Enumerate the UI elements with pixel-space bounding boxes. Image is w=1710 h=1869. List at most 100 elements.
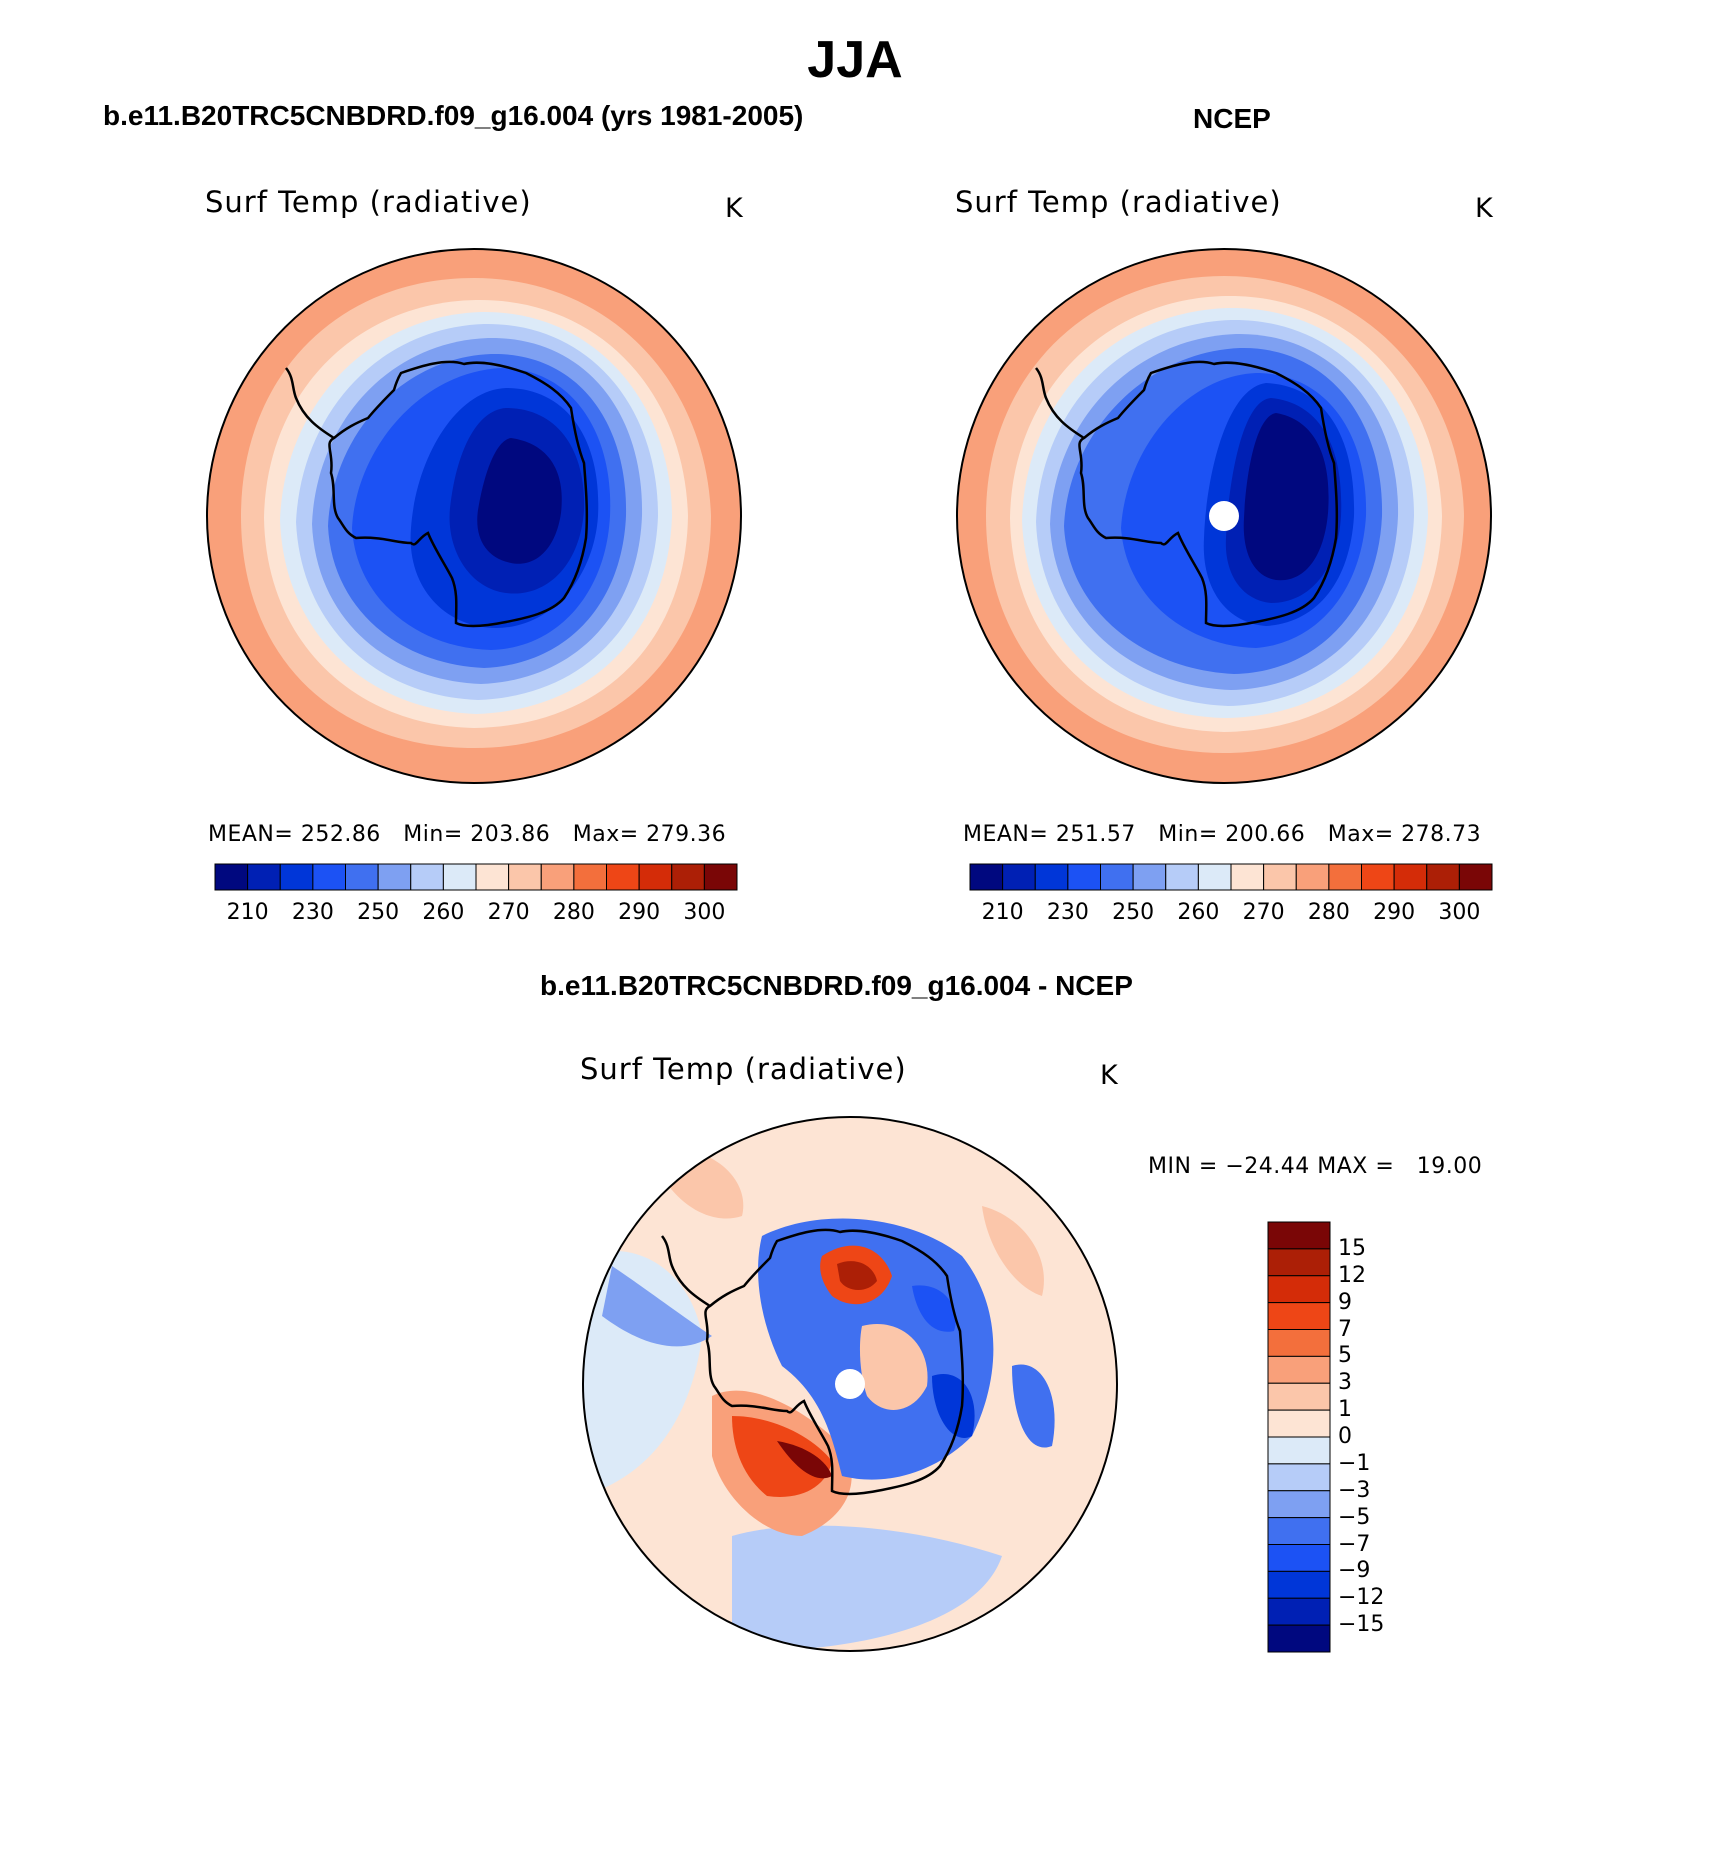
difference-colorbar-labels: 15 12 9 7 5 3 1 0 −1 −3 −5 −7 −9 −12 −15 [1338,1222,1418,1654]
ncep-colorbar-tick-label: 300 [1438,900,1481,925]
ncep-units-label: K [1475,193,1493,224]
model-max-label: Max= [572,822,639,847]
difference-polar-map [582,1116,1118,1652]
difference-colorbar-box [1267,1221,1331,1250]
difference-colorbar-box [1267,1544,1331,1572]
model-colorbar-tick-label: 250 [357,900,400,925]
ncep-variable-label: Surf Temp (radiative) [955,185,1282,219]
difference-colorbar [1267,1221,1331,1653]
ncep-colorbar-tick-label: 230 [1046,900,1089,925]
ncep-colorbar-box [1100,863,1134,891]
model-colorbar-tick-label: 260 [422,900,465,925]
ncep-panel-header: NCEP [1193,103,1271,134]
model-colorbar-box [214,863,249,891]
difference-colorbar-box [1267,1597,1331,1626]
model-peninsula [284,367,335,440]
ncep-polar-map [956,248,1492,784]
ncep-colorbar-tick-label: 250 [1112,900,1155,925]
ncep-contour-band [1243,413,1329,581]
model-colorbar-box [279,863,314,891]
model-colorbar-tick-label: 300 [683,900,726,925]
ncep-colorbar-box [1263,863,1297,891]
difference-colorbar-box [1267,1248,1331,1277]
ncep-mean-value: 251.57 [1055,822,1136,847]
difference-colorbar-tick-label: 12 [1338,1262,1366,1288]
ncep-colorbar-box [1165,863,1199,891]
model-colorbar-box [671,863,705,891]
difference-colorbar-box [1267,1302,1331,1330]
difference-colorbar-box [1267,1490,1331,1519]
difference-units-label: K [1100,1060,1118,1091]
model-map-border [206,248,742,784]
difference-colorbar-tick-label: −1 [1338,1450,1371,1476]
ncep-pole-mask [1209,501,1239,531]
ncep-max-label: Max= [1327,822,1394,847]
model-colorbar-tick-label: 230 [291,900,334,925]
difference-colorbar-box [1267,1463,1331,1492]
model-colorbar-box [377,863,412,891]
diff-region [982,1206,1044,1296]
difference-colorbar-box [1267,1329,1331,1357]
model-colorbar-box [508,863,542,891]
diff-region [602,1266,712,1347]
figure-title: JJA [807,31,903,89]
difference-colorbar-tick-label: 0 [1338,1424,1352,1449]
diff-region [912,1285,956,1332]
ncep-colorbar-tick-label: 290 [1373,900,1416,925]
ncep-colorbar-box [1426,863,1460,891]
diff-region [932,1374,975,1438]
model-colorbar-tick-label: 270 [487,900,530,925]
ncep-map-border [956,248,1492,784]
model-colorbar-tick-label: 210 [226,900,269,925]
ncep-colorbar-box [1295,863,1330,891]
ncep-colorbar-box [1197,863,1232,891]
ncep-colorbar-box [1132,863,1167,891]
model-colorbar-box [540,863,575,891]
model-colorbar-box [606,863,640,891]
ncep-colorbar-box [1393,863,1428,891]
difference-colorbar-tick-label: 1 [1338,1397,1352,1423]
model-mean-value: 252.86 [300,822,381,847]
model-colorbar-labels: 210 230 250 260 270 280 290 300 [215,900,737,928]
ncep-colorbar-box [1002,863,1036,891]
difference-colorbar-box [1267,1570,1331,1599]
diff-region [732,1416,832,1497]
model-colorbar-tick-label: 290 [618,900,661,925]
difference-colorbar-tick-label: −9 [1338,1558,1371,1584]
ncep-colorbar-tick-label: 210 [981,900,1024,925]
diff-region [1012,1364,1055,1448]
diff-region [859,1324,928,1410]
ncep-colorbar [969,863,1493,891]
ncep-colorbar-labels: 210 230 250 260 270 280 290 300 [970,900,1492,928]
difference-peninsula [660,1235,711,1308]
model-colorbar-box [410,863,444,891]
ncep-max-value: 278.73 [1401,822,1482,847]
diff-region [777,1441,832,1479]
difference-colorbar-tick-label: 3 [1338,1370,1352,1396]
difference-map-border [582,1116,1118,1652]
difference-colorbar-box [1267,1409,1331,1438]
model-stats-line: MEAN= 252.86 Min= 203.86 Max= 279.36 [208,822,726,847]
difference-colorbar-tick-label: 5 [1338,1343,1352,1369]
ncep-peninsula [1034,367,1085,440]
model-min-label: Min= [403,822,463,847]
difference-colorbar-tick-label: 7 [1338,1316,1352,1342]
ncep-colorbar-box [1067,863,1101,891]
difference-variable-label: Surf Temp (radiative) [580,1052,907,1086]
model-panel-header: b.e11.B20TRC5CNBDRD.f09_g16.004 (yrs 198… [103,100,804,131]
ncep-colorbar-tick-label: 280 [1307,900,1350,925]
difference-colorbar-box [1267,1355,1331,1384]
model-variable-label: Surf Temp (radiative) [205,185,532,219]
model-colorbar-box [247,863,281,891]
difference-colorbar-tick-label: −3 [1338,1477,1371,1503]
ncep-colorbar-box [1328,863,1362,891]
difference-colorbar-box [1267,1436,1331,1465]
model-polar-map [206,248,742,784]
model-colorbar-tick-label: 280 [552,900,595,925]
difference-colorbar-tick-label: −12 [1338,1585,1385,1611]
ncep-colorbar-box [1034,863,1069,891]
difference-colorbar-box [1267,1624,1331,1653]
model-colorbar-box [703,863,738,891]
model-colorbar-box [345,863,379,891]
model-colorbar-box [442,863,477,891]
